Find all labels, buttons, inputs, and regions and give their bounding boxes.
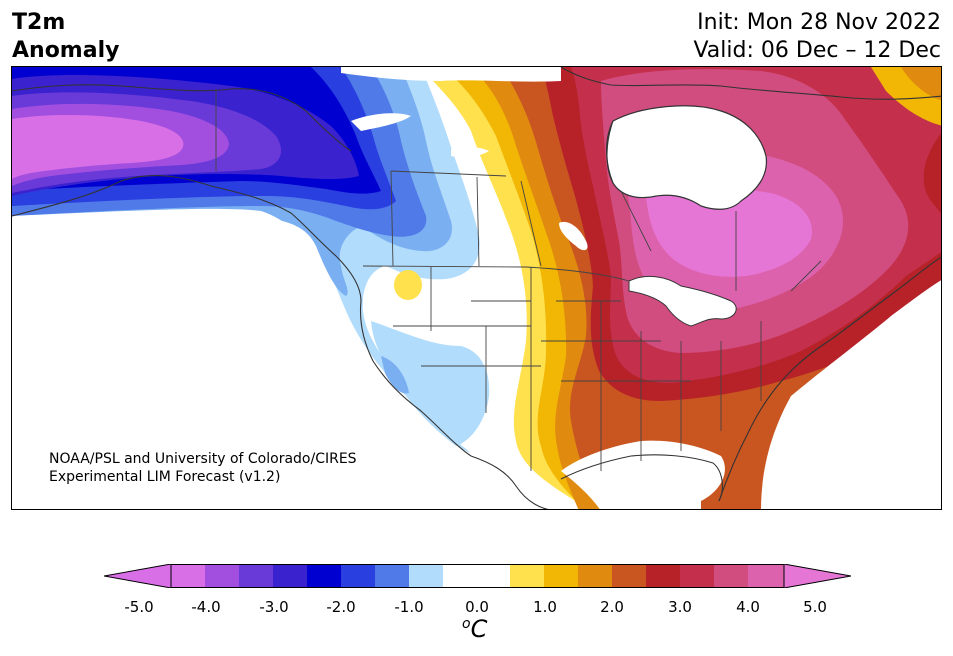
great-bear-lake — [451, 146, 489, 158]
band-m15-1-sw — [381, 356, 409, 394]
unit-letter: C — [470, 615, 488, 643]
colorbar — [104, 564, 851, 588]
tick-label: 0.0 — [465, 598, 489, 616]
tick-label: 2.0 — [600, 598, 624, 616]
title-line-anomaly: Anomaly — [12, 38, 120, 63]
great-lakes — [628, 275, 737, 327]
credit-line-2: Experimental LIM Forecast (v1.2) — [49, 469, 281, 485]
colorbar-ticks: -5.0 -4.0 -3.0 -2.0 -1.0 0.0 1.0 2.0 3.0… — [0, 598, 953, 618]
tick-label: -1.0 — [394, 598, 424, 616]
colorbar-seg-p45 — [748, 564, 784, 588]
colorbar-seg-m45 — [205, 564, 239, 588]
colorbar-white-band — [443, 564, 510, 588]
colorbar-inner-fix-m1 — [409, 564, 443, 588]
init-date: Init: Mon 28 Nov 2022 — [697, 10, 941, 35]
colorbar-outline — [170, 564, 785, 588]
colorbar-seg-m2 — [375, 564, 409, 588]
colorbar-seg-p35 — [680, 564, 714, 588]
tick-label: -2.0 — [326, 598, 356, 616]
tick-label: 1.0 — [533, 598, 557, 616]
tick-label: -3.0 — [259, 598, 289, 616]
coastlines — [12, 67, 941, 509]
colorbar-extend-high — [783, 564, 851, 588]
political-borders — [215, 89, 822, 471]
colorbar-seg-m4 — [239, 564, 273, 588]
tick-label: -4.0 — [191, 598, 221, 616]
colorbar-seg-p2 — [578, 564, 612, 588]
forecast-dates: Init: Mon 28 Nov 2022 Valid: 06 Dec – 12… — [693, 9, 941, 65]
band-m5-45 — [12, 115, 184, 179]
credit-text: NOAA/PSL and University of Colorado/CIRE… — [49, 450, 357, 486]
band-p45-5 — [646, 188, 812, 277]
band-p05-1-rockies — [394, 270, 422, 300]
map-title: T2m Anomaly — [12, 9, 119, 65]
colorbar-seg-p1 — [510, 564, 544, 588]
hudson-bay — [605, 105, 768, 210]
colorbar-seg-m5 — [171, 564, 205, 588]
band-m1-05-sw — [371, 321, 490, 446]
lake-winnipeg — [559, 221, 588, 251]
unit-degree: o — [462, 616, 471, 632]
tick-label: 5.0 — [803, 598, 827, 616]
arctic-ocean-gap — [341, 67, 561, 82]
band-p15-2-greenland — [901, 67, 941, 101]
tick-label: 3.0 — [668, 598, 692, 616]
colorbar-seg-m3 — [307, 564, 341, 588]
title-line-variable: T2m — [12, 10, 66, 35]
colorbar-extend-low — [104, 564, 172, 588]
tick-label: -5.0 — [124, 598, 154, 616]
colorbar-seg-m35 — [273, 564, 307, 588]
colorbar-seg-p3 — [646, 564, 680, 588]
great-slave-lake — [351, 113, 411, 131]
valid-range: Valid: 06 Dec – 12 Dec — [693, 38, 941, 63]
colorbar-seg-p15 — [544, 564, 578, 588]
map-svg — [12, 67, 941, 509]
colorbar-seg-p25 — [612, 564, 646, 588]
gulf-of-mexico — [561, 440, 725, 509]
credit-line-1: NOAA/PSL and University of Colorado/CIRE… — [49, 451, 357, 467]
atlantic-ocean — [761, 280, 941, 509]
pacific-ocean — [12, 208, 470, 509]
anomaly-map — [11, 66, 942, 510]
colorbar-unit: oC — [462, 615, 487, 643]
colorbar-seg-m25 — [341, 564, 375, 588]
tick-label: 4.0 — [736, 598, 760, 616]
colorbar-seg-p4 — [714, 564, 748, 588]
